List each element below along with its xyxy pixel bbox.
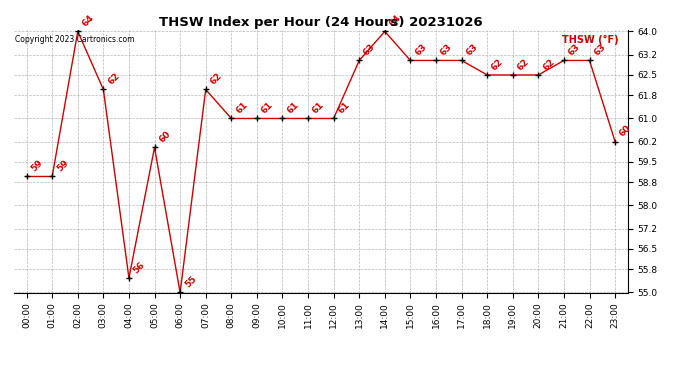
Text: 63: 63	[592, 42, 607, 58]
Text: THSW (°F): THSW (°F)	[562, 35, 619, 45]
Text: 62: 62	[208, 72, 224, 87]
Text: 61: 61	[285, 100, 300, 116]
Text: 61: 61	[337, 100, 352, 116]
Text: 55: 55	[183, 274, 198, 290]
Text: Copyright 2023 Cartronics.com: Copyright 2023 Cartronics.com	[15, 35, 135, 44]
Text: 62: 62	[106, 72, 121, 87]
Text: 59: 59	[30, 158, 45, 174]
Text: 62: 62	[541, 57, 556, 72]
Text: 64: 64	[388, 13, 403, 28]
Text: 61: 61	[259, 100, 275, 116]
Title: THSW Index per Hour (24 Hours) 20231026: THSW Index per Hour (24 Hours) 20231026	[159, 16, 483, 29]
Text: 61: 61	[310, 100, 326, 116]
Text: 63: 63	[464, 42, 480, 58]
Text: 60: 60	[618, 124, 633, 139]
Text: 56: 56	[132, 260, 147, 275]
Text: 63: 63	[362, 42, 377, 58]
Text: 62: 62	[515, 57, 531, 72]
Text: 60: 60	[157, 130, 172, 145]
Text: 62: 62	[490, 57, 505, 72]
Text: 63: 63	[566, 42, 582, 58]
Text: 61: 61	[234, 100, 249, 116]
Text: 63: 63	[439, 42, 454, 58]
Text: 63: 63	[413, 42, 428, 58]
Text: 59: 59	[55, 158, 70, 174]
Text: 64: 64	[81, 13, 96, 28]
